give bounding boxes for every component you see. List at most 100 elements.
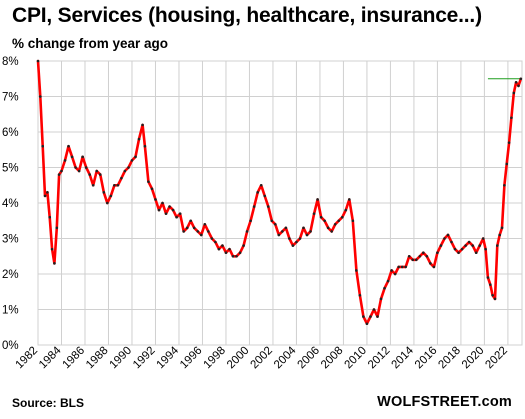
data-point <box>467 240 471 244</box>
data-point <box>84 166 88 169</box>
grid-lines <box>37 60 523 346</box>
data-point <box>98 173 102 176</box>
data-point <box>498 233 501 237</box>
data-point <box>439 244 443 247</box>
data-point <box>224 251 228 254</box>
data-point <box>484 247 487 251</box>
x-tick-label: 2008 <box>319 345 346 372</box>
data-point <box>130 159 134 162</box>
data-point <box>53 262 56 265</box>
data-point <box>291 244 295 247</box>
data-point <box>414 258 418 262</box>
data-point <box>393 272 397 276</box>
data-point <box>81 155 84 159</box>
data-point <box>214 240 217 244</box>
x-axis-ticks: 1982198419861988199019921994199619982000… <box>14 344 510 371</box>
data-point <box>63 159 67 162</box>
data-point <box>196 230 200 233</box>
data-point <box>88 173 91 176</box>
x-tick-label: 2022 <box>483 345 510 372</box>
y-tick-label: 2% <box>2 269 19 281</box>
data-point <box>486 276 490 279</box>
data-point <box>383 286 386 290</box>
data-point <box>164 212 168 215</box>
data-point <box>210 237 214 240</box>
data-point <box>348 198 351 201</box>
series-line <box>36 59 523 326</box>
data-point <box>411 258 415 262</box>
x-tick-label: 1984 <box>37 344 64 371</box>
data-point <box>358 294 362 297</box>
data-point <box>252 205 256 208</box>
data-point <box>217 247 221 251</box>
data-point <box>298 237 302 240</box>
data-point <box>249 219 252 223</box>
data-point <box>203 223 207 226</box>
data-point <box>178 212 182 215</box>
data-point <box>295 240 298 244</box>
x-tick-label: 2004 <box>272 344 299 371</box>
data-point <box>362 315 365 318</box>
y-axis-ticks: 0% 1% 2% 3% 4% 5% 6% 7% 8% <box>2 56 19 352</box>
data-point <box>397 265 400 269</box>
data-point <box>238 251 242 254</box>
plot-area <box>36 59 523 326</box>
data-point <box>450 240 453 244</box>
data-point <box>50 247 54 251</box>
x-tick-label: 1988 <box>84 345 111 372</box>
data-point <box>123 169 127 173</box>
data-point <box>43 194 47 198</box>
data-point <box>141 123 144 127</box>
data-point <box>443 237 446 240</box>
data-point <box>400 265 404 269</box>
data-point <box>231 254 235 258</box>
y-tick-label: 0% <box>2 340 19 352</box>
data-point <box>266 205 270 208</box>
data-point <box>274 223 277 226</box>
data-point <box>109 194 113 198</box>
data-point <box>55 226 59 230</box>
data-point <box>323 219 326 223</box>
data-point <box>340 215 344 219</box>
data-point <box>113 183 116 187</box>
data-point <box>500 226 504 230</box>
data-point <box>221 244 224 247</box>
y-tick-label: 3% <box>2 234 19 246</box>
data-point <box>429 262 432 265</box>
data-point <box>277 233 281 237</box>
data-point <box>376 315 379 318</box>
data-point <box>471 244 474 247</box>
data-point <box>168 205 171 208</box>
data-point <box>407 254 411 258</box>
x-tick-label: 2012 <box>366 345 393 372</box>
data-point <box>457 251 460 254</box>
data-point <box>95 169 99 173</box>
data-point <box>171 208 175 212</box>
data-point <box>312 212 316 215</box>
data-point <box>333 223 337 226</box>
y-tick-label: 8% <box>2 56 19 68</box>
data-point <box>330 230 333 233</box>
chart-title: CPI, Services (housing, healthcare, insu… <box>12 4 482 27</box>
data-point <box>150 187 154 191</box>
data-point <box>185 226 189 230</box>
data-point <box>41 144 44 148</box>
data-point <box>503 183 506 187</box>
data-point <box>48 215 52 219</box>
data-point <box>270 219 274 223</box>
data-point <box>432 265 436 269</box>
x-tick-label: 2014 <box>389 344 416 371</box>
data-point <box>157 208 161 212</box>
data-point <box>326 226 330 230</box>
data-point <box>514 81 518 84</box>
data-point <box>228 247 231 251</box>
data-point <box>453 247 457 251</box>
source-note: Source: BLS <box>12 396 85 410</box>
y-tick-label: 6% <box>2 127 19 139</box>
data-point <box>57 173 61 176</box>
data-point <box>91 183 95 187</box>
data-point <box>369 315 372 318</box>
data-point <box>39 95 42 98</box>
data-point <box>517 84 520 88</box>
data-point <box>316 198 319 201</box>
